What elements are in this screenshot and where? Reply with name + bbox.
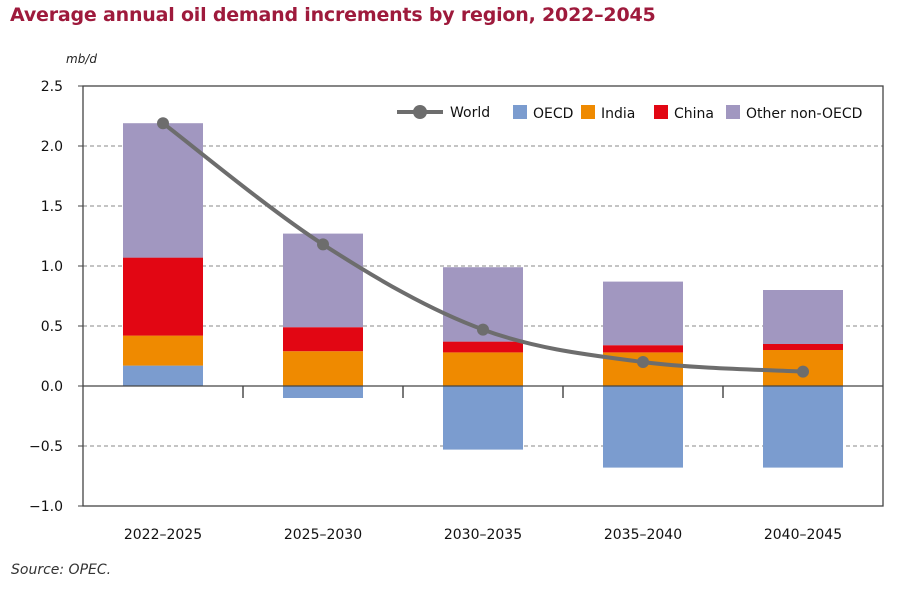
legend-swatch: [513, 105, 527, 119]
world-point: [317, 238, 329, 251]
bar-china: [443, 341, 523, 353]
bar-india: [283, 351, 363, 386]
x-tick-label: 2025–2030: [284, 527, 362, 543]
world-point: [797, 365, 809, 378]
bar-china: [603, 345, 683, 353]
bar-oecd: [283, 386, 363, 398]
legend-label: China: [674, 106, 714, 122]
x-tick-label: 2022–2025: [124, 527, 202, 543]
bar-china: [123, 257, 203, 336]
world-line: [161, 121, 804, 374]
legend-swatch: [654, 105, 668, 119]
bar-other-non-oecd: [603, 281, 683, 346]
bar-oecd: [763, 386, 843, 468]
bar-oecd: [443, 386, 523, 450]
y-axis-unit: mb/d: [66, 52, 97, 66]
y-tick-label: 0.0: [41, 379, 63, 395]
legend-label: Other non-OECD: [746, 106, 862, 122]
y-tick-label: −0.5: [29, 439, 63, 455]
legend-label: OECD: [533, 106, 573, 122]
plot-frame: [82, 85, 884, 507]
legend-label: World: [450, 105, 490, 121]
legend-swatch: [581, 105, 595, 119]
y-tick-label: 1.5: [41, 199, 63, 215]
chart-title: Average annual oil demand increments by …: [10, 4, 656, 26]
x-tick-label: 2030–2035: [444, 527, 522, 543]
bar-china: [283, 327, 363, 352]
bar-china: [763, 344, 843, 350]
bar-india: [443, 352, 523, 386]
legend-world-marker-icon: [413, 105, 427, 119]
y-tick-label: 1.0: [41, 259, 63, 275]
y-tick-label: 0.5: [41, 319, 63, 335]
x-tick-label: 2040–2045: [764, 527, 842, 543]
y-tick-label: 2.5: [41, 79, 63, 95]
bar-india: [123, 335, 203, 366]
y-tick-label: −1.0: [29, 499, 63, 515]
source-note: Source: OPEC.: [11, 562, 112, 578]
bar-other-non-oecd: [763, 290, 843, 344]
x-tick-label: 2035–2040: [604, 527, 682, 543]
y-tick-label: 2.0: [41, 139, 63, 155]
world-point: [477, 323, 489, 336]
bar-oecd: [123, 365, 203, 386]
legend-label: India: [601, 106, 635, 122]
world-point: [157, 117, 169, 130]
world-point: [637, 356, 649, 368]
legend-swatch: [726, 105, 740, 119]
bar-oecd: [603, 386, 683, 468]
